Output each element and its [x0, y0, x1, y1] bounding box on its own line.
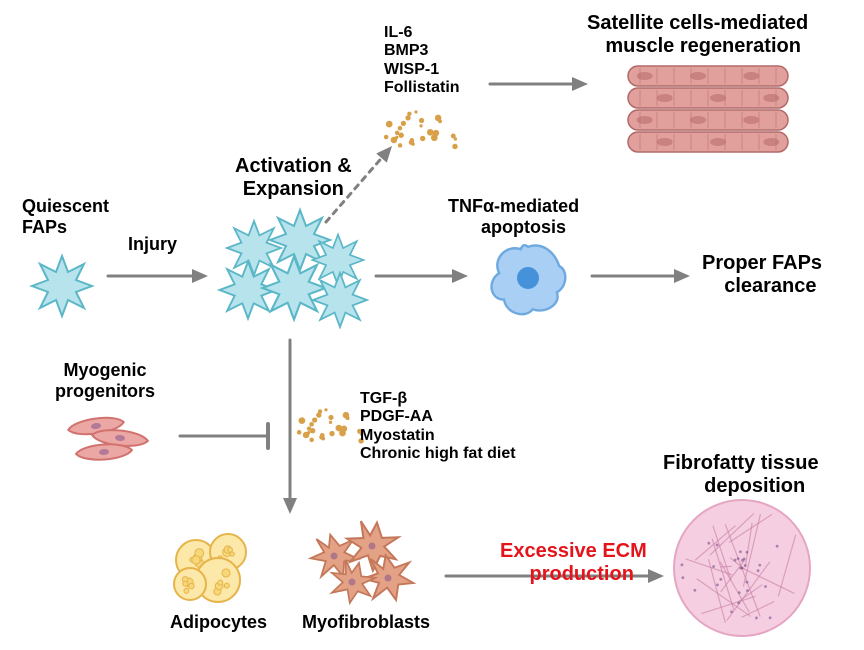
label-cytokinesDn: TGF-β PDGF-AA Myostatin Chronic high fat… [360, 390, 516, 464]
muscle-fibers [628, 66, 788, 152]
label-ecm: Excessive ECM production [500, 540, 647, 586]
label-tnf: TNFα-mediated apoptosis [448, 196, 579, 237]
label-cytokinesUp: IL-6 BMP3 WISP-1 Follistatin [384, 24, 460, 98]
label-sat: Satellite cells-mediated muscle regenera… [587, 12, 808, 58]
secreted-factors-up [384, 110, 458, 149]
activated-fap-cluster [220, 210, 368, 327]
label-myoprog: Myogenic progenitors [55, 360, 155, 401]
label-adipo: Adipocytes [170, 612, 267, 633]
label-quiescent: Quiescent FAPs [22, 196, 109, 237]
myogenic-progenitors [67, 415, 148, 462]
label-fibro: Fibrofatty tissue deposition [663, 452, 819, 498]
label-clearance: Proper FAPs clearance [702, 252, 822, 298]
label-myofib: Myofibroblasts [302, 612, 430, 633]
adipocytes-cluster [174, 534, 246, 602]
arrows-group [108, 77, 690, 583]
secreted-factors-down [297, 408, 364, 443]
diagram-stage: Quiescent FAPs Injury Activation & Expansi… [0, 0, 864, 650]
quiescent-fap-cell [32, 256, 92, 316]
apoptotic-cell [492, 245, 566, 314]
label-activation: Activation & Expansion [235, 155, 352, 201]
label-injury: Injury [128, 234, 177, 255]
myofibroblasts-cluster [307, 517, 415, 609]
fibrofatty-tissue [674, 500, 810, 636]
